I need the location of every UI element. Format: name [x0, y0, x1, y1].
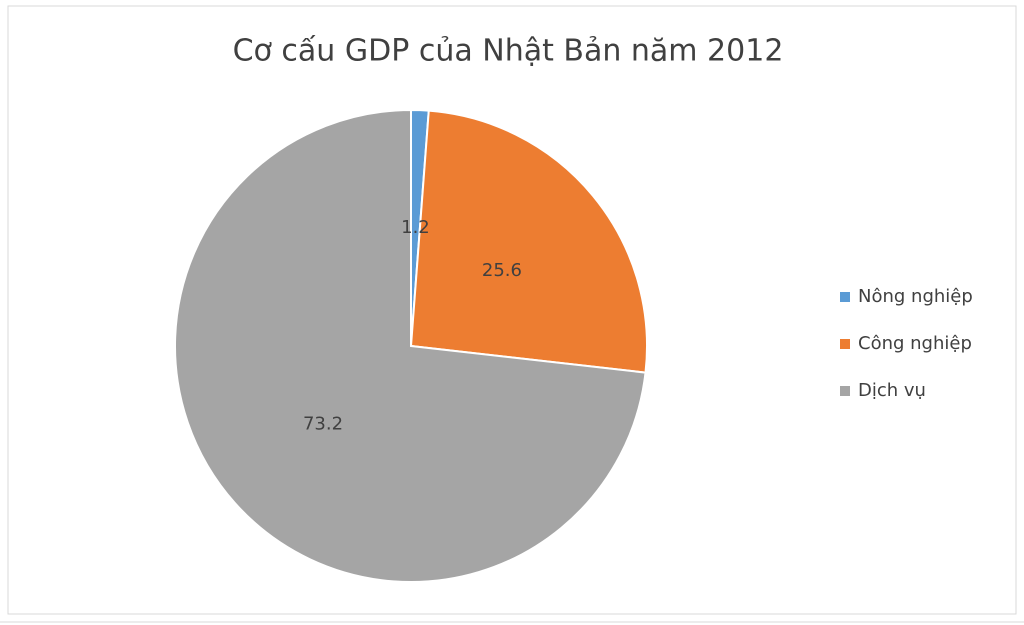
legend-label: Nông nghiệp [858, 286, 973, 307]
pie-slice [174, 108, 647, 583]
legend-label: Dịch vụ [858, 380, 926, 401]
data-label: 1.2 [401, 217, 430, 238]
pie-slice [409, 109, 648, 374]
legend-swatch [840, 386, 850, 396]
legend-swatch [840, 292, 850, 302]
legend-swatch [840, 339, 850, 349]
legend-label: Công nghiệp [858, 333, 972, 354]
data-label: 25.6 [482, 260, 522, 281]
chart-title: Cơ cấu GDP của Nhật Bản năm 2012 [233, 34, 784, 69]
data-label: 73.2 [303, 414, 343, 435]
